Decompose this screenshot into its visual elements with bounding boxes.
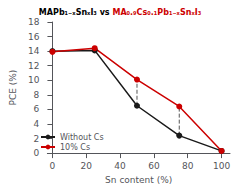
svg-text:10% Cs: 10% Cs bbox=[60, 143, 90, 152]
svg-text:6: 6 bbox=[34, 104, 40, 114]
svg-text:4: 4 bbox=[34, 119, 40, 129]
svg-text:8: 8 bbox=[34, 90, 40, 100]
svg-text:0: 0 bbox=[34, 148, 40, 158]
svg-text:100: 100 bbox=[213, 161, 230, 171]
svg-text:10: 10 bbox=[28, 75, 40, 85]
svg-text:20: 20 bbox=[81, 161, 93, 171]
svg-text:16: 16 bbox=[28, 32, 40, 42]
svg-text:0: 0 bbox=[50, 161, 56, 171]
svg-text:PCE (%): PCE (%) bbox=[8, 70, 18, 106]
svg-text:MA₀.₉Cs₀.₁Pb₁₋ₓSnₓI₃: MA₀.₉Cs₀.₁Pb₁₋ₓSnₓI₃ bbox=[112, 8, 201, 17]
svg-text:2: 2 bbox=[34, 134, 40, 144]
svg-text:60: 60 bbox=[148, 161, 160, 171]
svg-text:14: 14 bbox=[28, 46, 40, 56]
svg-text:MAPb₁₋ₓSnₓI₃ vs: MAPb₁₋ₓSnₓI₃ vs bbox=[39, 8, 113, 17]
svg-text:Sn content (%): Sn content (%) bbox=[105, 175, 172, 185]
svg-text:18: 18 bbox=[28, 17, 40, 27]
svg-text:40: 40 bbox=[114, 161, 126, 171]
svg-text:80: 80 bbox=[182, 161, 194, 171]
svg-text:Without Cs: Without Cs bbox=[60, 133, 104, 142]
svg-text:12: 12 bbox=[28, 61, 39, 71]
